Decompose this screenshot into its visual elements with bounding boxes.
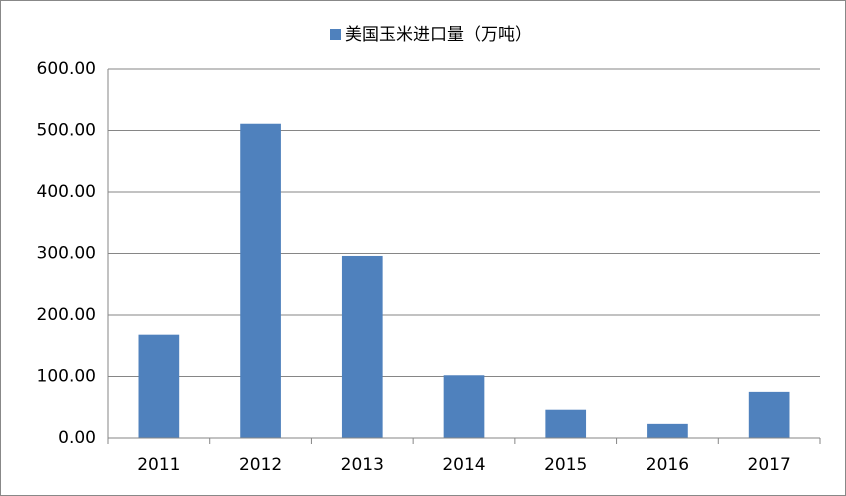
bar [443,375,485,438]
bar [545,409,587,438]
y-tick-label: 500.00 [37,121,96,141]
legend-label: 美国玉米进口量（万吨） [345,25,532,45]
y-tick-label: 200.00 [37,305,96,325]
bar [341,255,383,438]
x-tick-label: 2011 [137,455,180,475]
y-tick-label: 300.00 [37,244,96,264]
y-tick-label: 400.00 [37,182,96,202]
x-tick-label: 2014 [442,455,485,475]
bar [748,391,790,438]
x-tick-label: 2012 [239,455,282,475]
x-tick-label: 2013 [341,455,384,475]
x-tick-label: 2016 [646,455,689,475]
x-tick-label: 2017 [748,455,791,475]
legend-swatch [330,29,341,40]
y-tick-label: 600.00 [37,59,96,79]
bar [138,334,180,438]
bar [647,423,688,438]
x-tick-label: 2015 [544,455,587,475]
bar [240,123,281,439]
y-tick-label: 0.00 [58,428,96,448]
y-tick-label: 100.00 [37,367,96,387]
